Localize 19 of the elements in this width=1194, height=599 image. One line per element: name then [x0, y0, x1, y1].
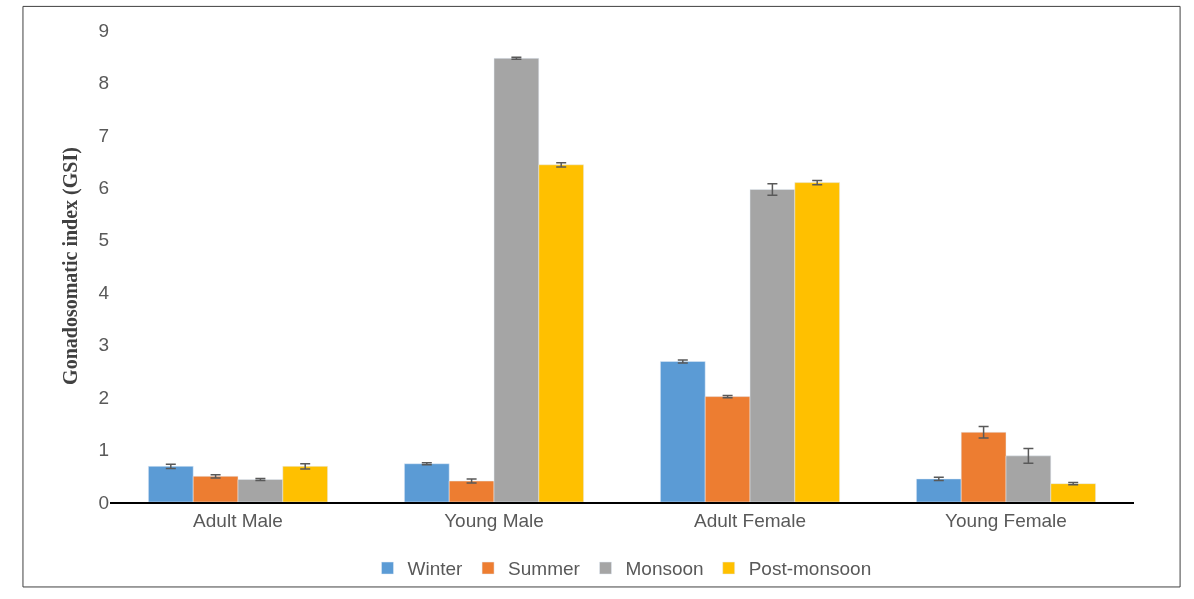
legend-label: Post-monsoon: [748, 558, 872, 580]
x-tick-label: Adult Female: [694, 509, 806, 531]
x-tick-label: Adult Male: [193, 509, 283, 531]
x-tick-label: Young Female: [945, 509, 1067, 531]
y-tick-label: 1: [98, 439, 109, 461]
y-tick-label: 0: [98, 491, 109, 513]
y-tick-label: 4: [98, 281, 110, 303]
y-tick-label: 6: [98, 176, 109, 198]
y-axis-title: Gonadosomatic index (GSI): [58, 147, 82, 385]
y-tick-label: 3: [98, 334, 109, 356]
y-tick-label: 7: [98, 124, 109, 146]
legend-label: Monsoon: [625, 558, 704, 580]
legend-label: Summer: [508, 558, 581, 580]
x-tick-label: Young Male: [444, 509, 544, 531]
y-tick-label: 2: [98, 386, 109, 408]
legend-label: Winter: [407, 558, 464, 580]
y-tick-label: 8: [98, 72, 109, 94]
y-tick-label: 9: [98, 19, 109, 41]
y-tick-label: 5: [98, 229, 109, 251]
